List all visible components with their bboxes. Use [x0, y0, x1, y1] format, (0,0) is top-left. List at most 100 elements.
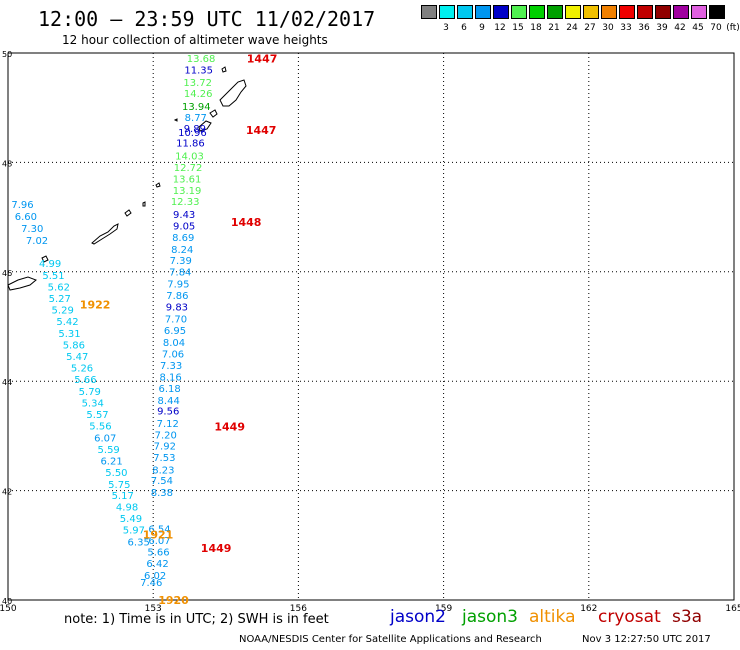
- wave-height-value: 5.27: [49, 294, 71, 305]
- map-title: 12:00 — 23:59 UTC 11/02/2017: [38, 7, 376, 31]
- pass-time-label: 1921: [143, 528, 174, 541]
- lon-tick-label: 162: [580, 604, 597, 614]
- color-swatch: [565, 5, 581, 19]
- wave-height-value: 7.54: [151, 476, 173, 487]
- island-outline: [41, 255, 49, 263]
- wave-height-value: 5.66: [74, 375, 96, 386]
- satellite-legend-item: jason3: [462, 607, 518, 627]
- wave-height-value: 4.98: [116, 502, 138, 513]
- pass-time-label: 1447: [247, 52, 278, 65]
- color-swatch: [547, 5, 563, 19]
- lat-tick-label: 50: [2, 50, 12, 59]
- wave-height-value: 5.34: [82, 399, 104, 410]
- wave-height-value: 9.05: [173, 221, 195, 232]
- wave-height-value: 9.89: [184, 124, 206, 135]
- wave-height-value: 6.95: [164, 326, 186, 337]
- scale-tick-label: 70: [710, 23, 722, 33]
- color-swatch: [493, 5, 509, 19]
- wave-height-value: 7.02: [26, 236, 48, 247]
- color-swatch: [475, 5, 491, 19]
- wave-height-value: 5.42: [56, 317, 78, 328]
- wave-height-value: 8.77: [185, 113, 207, 124]
- scale-units-label: (ft): [726, 23, 740, 33]
- wave-height-value: 14.26: [184, 89, 213, 100]
- wave-height-value: 6.54: [148, 524, 170, 535]
- scale-tick-label: 39: [656, 23, 668, 33]
- wave-height-value: 5.49: [120, 514, 142, 525]
- color-swatch: [619, 5, 635, 19]
- wave-height-value: 7.20: [155, 430, 177, 441]
- lat-tick-label: 42: [2, 488, 12, 497]
- lon-tick-label: 165: [725, 604, 740, 614]
- wave-height-value: 5.62: [48, 283, 70, 294]
- color-swatch: [439, 5, 455, 19]
- wave-height-value: 7.95: [167, 279, 189, 290]
- color-swatch: [583, 5, 599, 19]
- scale-tick-label: 42: [674, 23, 686, 33]
- wave-height-value: 13.68: [187, 54, 216, 65]
- wave-height-value: 6.02: [144, 571, 166, 582]
- scale-tick-label: 18: [530, 23, 542, 33]
- scale-tick-label: 6: [461, 23, 467, 33]
- lon-tick-label: 150: [0, 604, 17, 614]
- color-swatch: [511, 5, 527, 19]
- lon-tick-label: 153: [145, 604, 162, 614]
- wave-height-value: 5.86: [63, 341, 85, 352]
- wave-height-value: 6.60: [15, 212, 37, 223]
- wave-height-value: 7.06: [162, 349, 184, 360]
- scale-tick-label: 24: [566, 23, 578, 33]
- color-swatch: [601, 5, 617, 19]
- footer-note: note: 1) Time is in UTC; 2) SWH is in fe…: [64, 612, 329, 627]
- wave-height-value: 5.97: [123, 525, 145, 536]
- satellite-legend-item: jason2: [390, 607, 446, 627]
- coastline: [7, 66, 247, 291]
- wave-height-value: 7.53: [153, 453, 175, 464]
- scale-tick-label: 33: [620, 23, 632, 33]
- wave-height-value: 11.35: [184, 65, 213, 76]
- scale-tick-label: 3: [443, 23, 449, 33]
- island-outline: [7, 276, 37, 291]
- wave-height-value: 6.07: [148, 536, 170, 547]
- wave-height-value: 9.83: [166, 302, 188, 313]
- scale-tick-label: 36: [638, 23, 650, 33]
- wave-height-value: 8.04: [163, 338, 185, 349]
- wave-height-value: 7.70: [165, 314, 187, 325]
- wave-height-value: 11.86: [176, 139, 205, 150]
- island-outline: [221, 66, 227, 73]
- lon-tick-label: 156: [290, 604, 307, 614]
- wave-height-value: 7.86: [166, 291, 188, 302]
- pass-time-label: 1449: [201, 542, 232, 555]
- wave-height-value: 6.18: [159, 384, 181, 395]
- island-outline: [91, 223, 119, 245]
- wave-height-value: 13.94: [182, 102, 211, 113]
- wave-height-value: 8.44: [158, 396, 180, 407]
- pass-time-label: 1922: [80, 299, 111, 312]
- wave-height-value: 5.57: [86, 410, 108, 421]
- lat-tick-label: 48: [2, 159, 12, 168]
- wave-height-value: 9.43: [173, 210, 195, 221]
- lon-tick-label: 159: [435, 604, 452, 614]
- wave-height-value: 5.51: [42, 271, 64, 282]
- wave-height-value: 5.29: [52, 306, 74, 317]
- color-swatch: [709, 5, 725, 19]
- generated-timestamp: Nov 3 12:27:50 UTC 2017: [582, 634, 711, 645]
- scale-tick-label: 15: [512, 23, 524, 33]
- wave-height-value: 5.31: [58, 329, 80, 340]
- wave-height-value: 7.96: [11, 200, 33, 211]
- time-labels-layer: 1447 1447 1448 1922 1449 1921 1449 1920: [80, 52, 278, 607]
- wave-height-value: 6.42: [146, 559, 168, 570]
- island-outline: [155, 182, 161, 188]
- wave-height-value: 13.19: [173, 186, 202, 197]
- color-swatch: [691, 5, 707, 19]
- wave-height-value: 12.33: [171, 197, 200, 208]
- wave-height-value: 5.47: [66, 352, 88, 363]
- wave-height-value: 13.61: [173, 174, 202, 185]
- map-subtitle: 12 hour collection of altimeter wave hei…: [62, 33, 328, 47]
- satellite-legend-item: s3a: [672, 607, 703, 627]
- wave-height-value: 5.66: [147, 547, 169, 558]
- wave-height-value: 13.72: [183, 78, 212, 89]
- wave-height-value: 5.26: [71, 364, 93, 375]
- wave-height-value: 7.92: [154, 442, 176, 453]
